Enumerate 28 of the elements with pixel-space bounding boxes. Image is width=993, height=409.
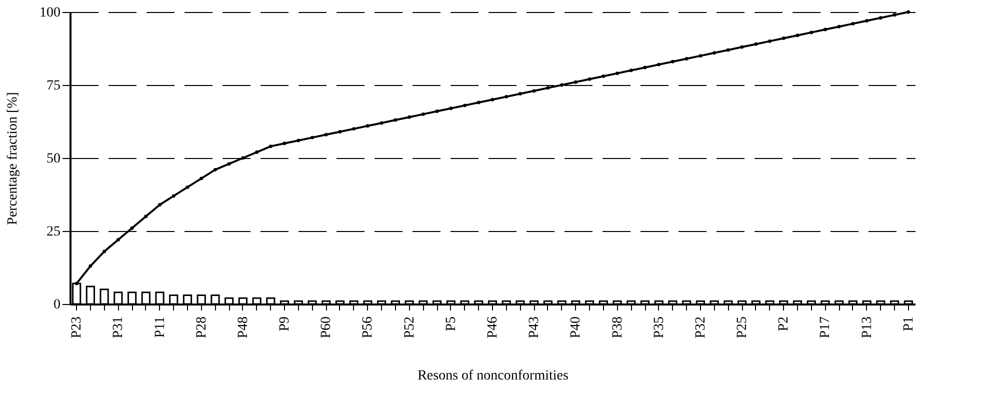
- x-tick-label: P23: [70, 316, 85, 338]
- x-tick-label: P56: [360, 316, 376, 338]
- y-tick-label: 0: [54, 298, 60, 312]
- x-tick-label: P17: [818, 316, 834, 338]
- x-tick-label: P13: [860, 316, 875, 338]
- x-tick-label: P52: [402, 316, 418, 338]
- y-tick-label: 100: [40, 6, 60, 20]
- x-tick-label: P32: [693, 316, 708, 338]
- y-axis-title: Percentage fraction [%]: [6, 92, 20, 225]
- x-tick-label: P2: [776, 316, 792, 332]
- x-tick-label: P28: [194, 316, 210, 338]
- x-tick-label: P46: [486, 316, 500, 338]
- x-tick-label: P9: [278, 316, 293, 332]
- x-tick-label: P43: [527, 316, 542, 338]
- x-tick-label: P31: [111, 316, 126, 338]
- y-tick-label: 75: [46, 78, 60, 94]
- x-tick-label: P40: [568, 316, 584, 338]
- y-tick-label: 25: [46, 224, 60, 240]
- x-tick-label: P60: [319, 316, 334, 338]
- x-tick-label: P25: [735, 316, 750, 338]
- x-tick-label: P11: [152, 316, 168, 338]
- x-tick-label: P1: [901, 316, 916, 332]
- x-tick-label: P5: [444, 316, 459, 332]
- x-tick-label: P48: [236, 316, 251, 338]
- x-tick-label: P38: [610, 316, 626, 338]
- x-tick-label: P35: [652, 316, 667, 338]
- y-tick-label: 50: [46, 152, 60, 166]
- x-axis-title: Resons of nonconformities: [418, 368, 568, 384]
